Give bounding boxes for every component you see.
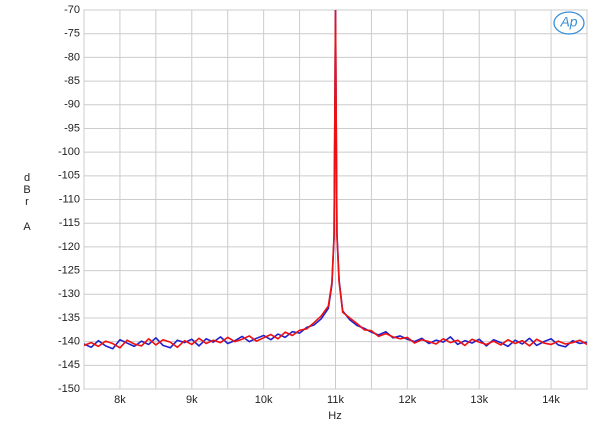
y-tick-label: -130 bbox=[58, 288, 80, 300]
y-tick-label: -110 bbox=[59, 193, 80, 205]
y-tick-label: -145 bbox=[58, 359, 80, 371]
y-tick-label: -100 bbox=[58, 146, 80, 158]
y-tick-label: -125 bbox=[58, 264, 80, 276]
y-axis-unit: A bbox=[23, 221, 31, 233]
x-tick-label: 8k bbox=[114, 394, 126, 406]
y-axis-label: dBr bbox=[21, 172, 33, 208]
x-tick-label: 12k bbox=[398, 394, 416, 406]
series-line bbox=[84, 10, 587, 349]
y-tick-label: -115 bbox=[59, 217, 80, 229]
y-tick-label: -95 bbox=[64, 122, 80, 134]
y-tick-label: -75 bbox=[64, 28, 80, 40]
grid bbox=[83, 9, 588, 390]
series-line bbox=[84, 10, 587, 350]
y-tick-label: -85 bbox=[64, 75, 80, 87]
y-tick-label: -80 bbox=[64, 51, 80, 63]
y-tick-label: -120 bbox=[58, 241, 80, 253]
y-tick-label: -105 bbox=[58, 170, 80, 182]
y-tick-label: -70 bbox=[64, 4, 80, 16]
x-axis-label: Hz bbox=[328, 410, 341, 422]
y-tick-label: -140 bbox=[58, 336, 80, 348]
lines bbox=[84, 10, 587, 350]
x-tick-label: 11k bbox=[327, 394, 344, 406]
logo: Ap bbox=[559, 14, 577, 30]
y-tick-label: -90 bbox=[64, 99, 80, 111]
x-tick-label: 14k bbox=[542, 394, 560, 406]
x-tick-label: 9k bbox=[186, 394, 198, 406]
x-tick-label: 13k bbox=[470, 394, 488, 406]
logo-ring bbox=[553, 11, 585, 35]
y-tick-label: -150 bbox=[58, 383, 80, 395]
y-tick-label: -135 bbox=[58, 312, 80, 324]
x-tick-label: 10k bbox=[255, 394, 273, 406]
